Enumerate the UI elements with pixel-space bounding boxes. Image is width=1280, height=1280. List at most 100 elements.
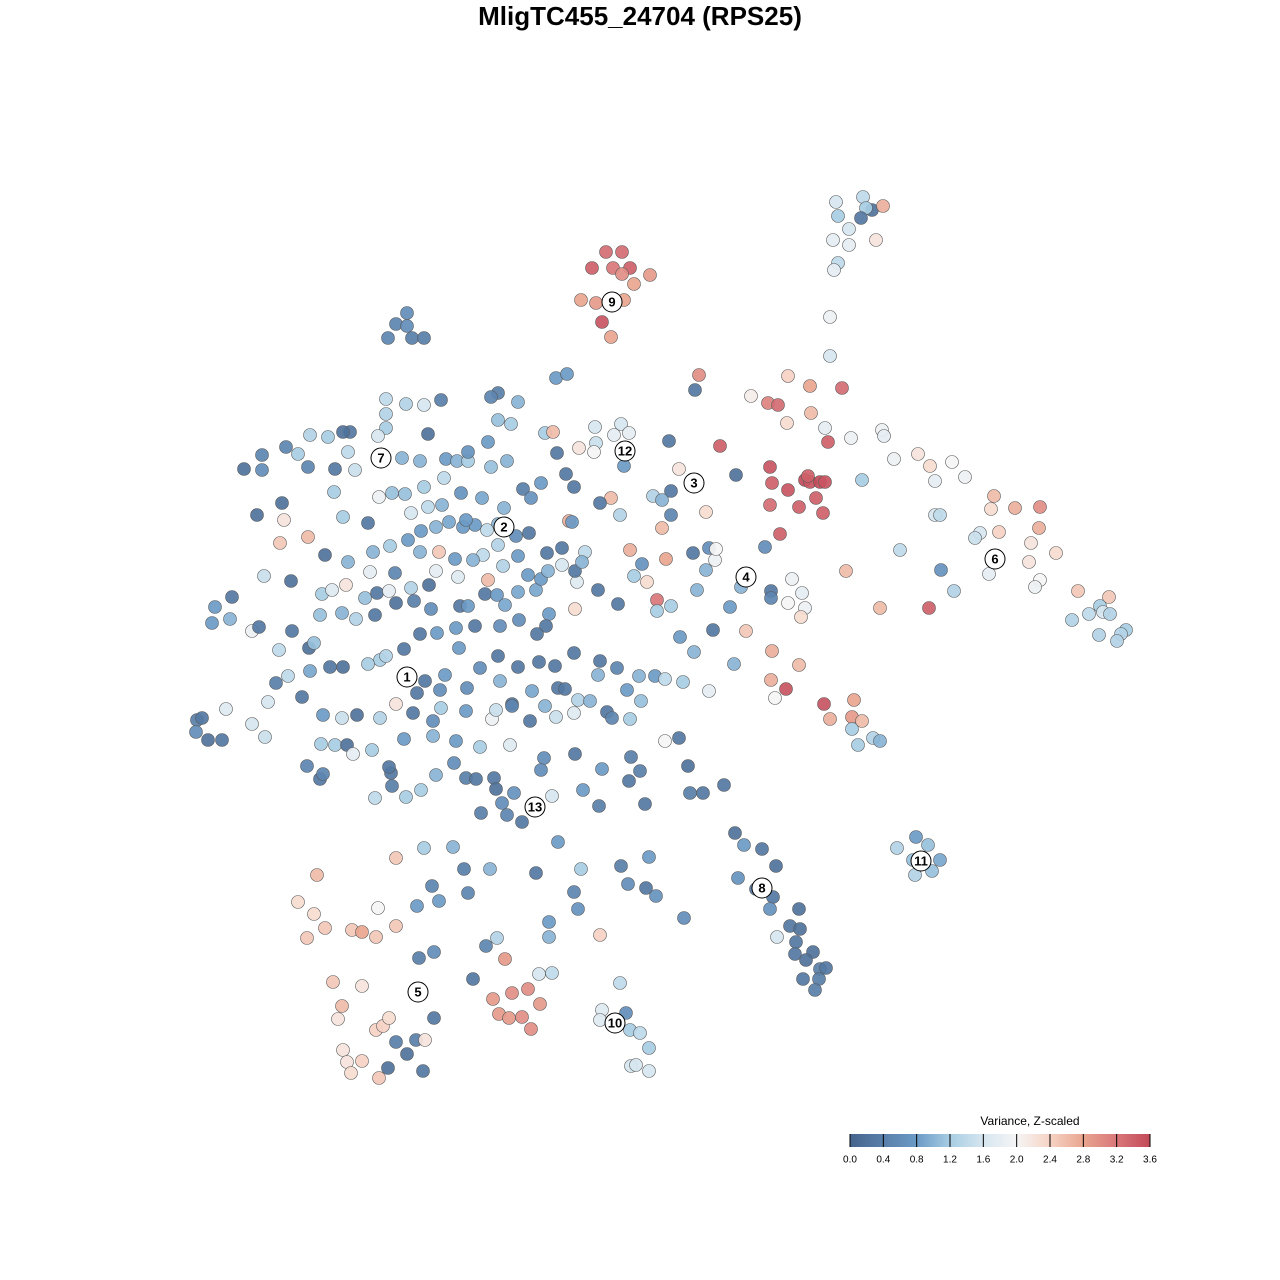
point [984, 502, 998, 516]
point [498, 952, 512, 966]
point [389, 596, 403, 610]
point [844, 431, 858, 445]
point [382, 584, 396, 598]
point [672, 462, 686, 476]
point [615, 267, 629, 281]
point [433, 683, 447, 697]
point [855, 714, 869, 728]
point [275, 496, 289, 510]
point [583, 694, 597, 708]
point [350, 708, 364, 722]
point [593, 928, 607, 942]
cluster-label-badge [396, 666, 418, 688]
point [770, 930, 784, 944]
point [318, 548, 332, 562]
point [546, 425, 560, 439]
point [571, 902, 585, 916]
point [690, 583, 704, 597]
point [382, 760, 396, 774]
point [400, 1047, 414, 1061]
point [373, 711, 387, 725]
point [361, 516, 375, 530]
point [945, 455, 959, 469]
point [252, 620, 266, 634]
point [366, 545, 380, 559]
point [466, 553, 480, 567]
point [269, 676, 283, 690]
point [521, 568, 535, 582]
point [728, 826, 742, 840]
point [336, 660, 350, 674]
point [307, 636, 321, 650]
point [524, 1022, 538, 1036]
point [855, 473, 869, 487]
point [1049, 546, 1063, 560]
point [816, 506, 830, 520]
point [429, 520, 443, 534]
point [530, 627, 544, 641]
point [316, 708, 330, 722]
point [627, 277, 641, 291]
point [300, 759, 314, 773]
point [568, 602, 582, 616]
point [484, 390, 498, 404]
point [490, 931, 504, 945]
point [336, 425, 350, 439]
colorbar-tick-label: 2.8 [1076, 1155, 1090, 1166]
point [799, 953, 813, 967]
cluster-label: 7 [377, 450, 384, 465]
point [655, 493, 669, 507]
point [495, 796, 509, 810]
point [371, 429, 385, 443]
point [285, 624, 299, 638]
point [629, 1058, 643, 1072]
point [823, 310, 837, 324]
point [795, 586, 809, 600]
point [763, 498, 777, 512]
points [189, 190, 1133, 1085]
point [449, 734, 463, 748]
point [591, 668, 605, 682]
point [237, 462, 251, 476]
point [372, 1071, 386, 1085]
point [344, 1066, 358, 1080]
point [363, 565, 377, 579]
point [542, 915, 556, 929]
point [461, 445, 475, 459]
point [615, 245, 629, 259]
point [371, 901, 385, 915]
point [524, 491, 538, 505]
point [523, 714, 537, 728]
point [505, 986, 519, 1000]
colorbar-tick-label: 2.4 [1043, 1155, 1057, 1166]
point [548, 659, 562, 673]
point [481, 435, 495, 449]
point [469, 772, 483, 786]
point [575, 555, 589, 569]
point [851, 738, 865, 752]
point [426, 729, 440, 743]
point [635, 557, 649, 571]
point [500, 808, 514, 822]
point [341, 445, 355, 459]
point [328, 462, 342, 476]
point [511, 660, 525, 674]
point [410, 686, 424, 700]
point [890, 841, 904, 855]
point [335, 999, 349, 1013]
point [459, 513, 473, 527]
point [779, 682, 793, 696]
point [611, 597, 625, 611]
colorbar-tick-label: 3.2 [1110, 1155, 1124, 1166]
cluster-label: 12 [618, 443, 632, 458]
point [421, 500, 435, 514]
point [381, 331, 395, 345]
point [430, 626, 444, 640]
point [427, 1011, 441, 1025]
point [255, 448, 269, 462]
point [624, 750, 638, 764]
point [835, 381, 849, 395]
point [560, 367, 574, 381]
point [1022, 555, 1036, 569]
point [801, 469, 815, 483]
